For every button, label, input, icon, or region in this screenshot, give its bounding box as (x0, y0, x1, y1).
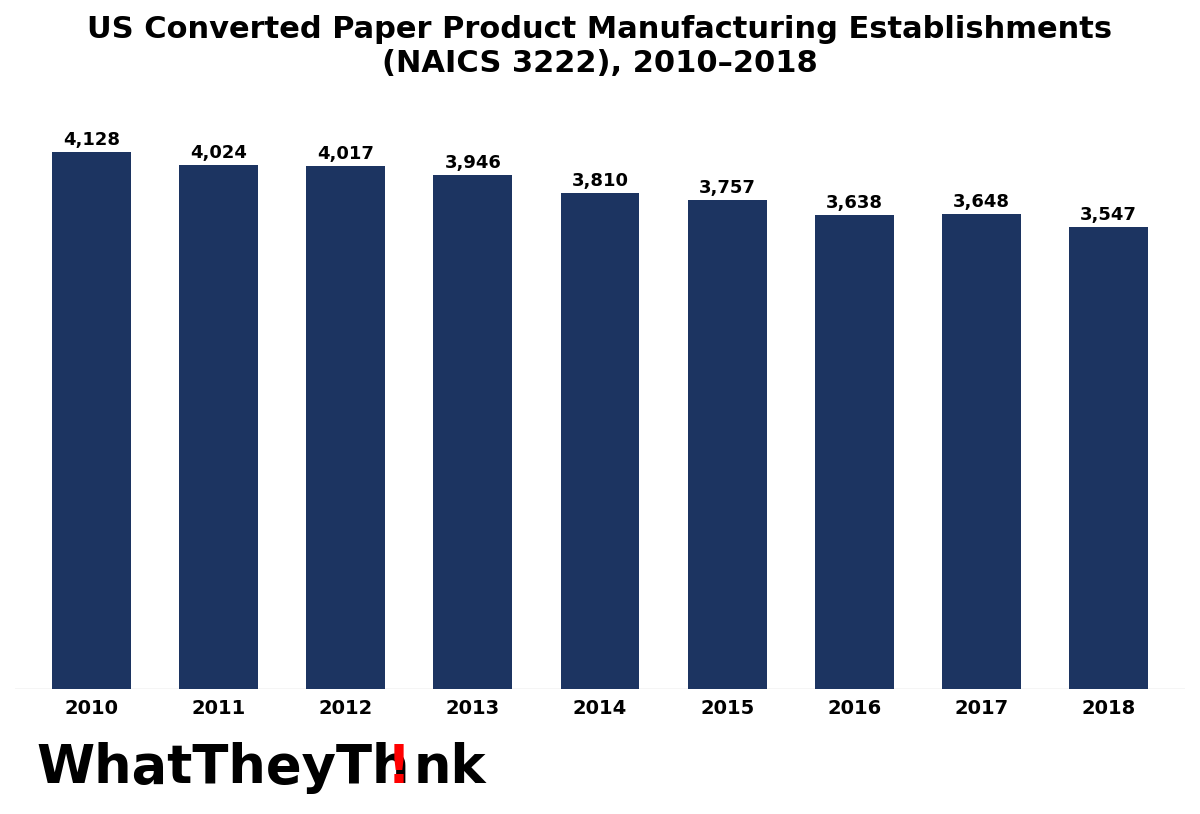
Text: 3,648: 3,648 (953, 193, 1010, 211)
Bar (688, 199, 767, 689)
Bar (815, 216, 894, 689)
Text: 4,017: 4,017 (317, 145, 374, 163)
Title: US Converted Paper Product Manufacturing Establishments
(NAICS 3222), 2010–2018: US Converted Paper Product Manufacturing… (88, 15, 1112, 77)
Bar (179, 165, 258, 689)
Bar (306, 166, 385, 689)
Text: WhatTheyTh: WhatTheyTh (36, 742, 409, 794)
Bar (560, 193, 640, 689)
Text: 3,638: 3,638 (826, 195, 883, 212)
Bar (942, 214, 1021, 689)
Text: 3,810: 3,810 (571, 172, 629, 190)
Text: 4,128: 4,128 (62, 131, 120, 149)
Text: 3,946: 3,946 (444, 155, 502, 173)
Bar (1069, 227, 1148, 689)
Text: nk: nk (414, 742, 486, 794)
Bar (433, 175, 512, 689)
Text: 3,547: 3,547 (1080, 206, 1138, 225)
Text: !: ! (386, 742, 410, 794)
Text: 4,024: 4,024 (190, 144, 247, 162)
Bar (52, 151, 131, 689)
Text: 3,757: 3,757 (698, 179, 756, 197)
